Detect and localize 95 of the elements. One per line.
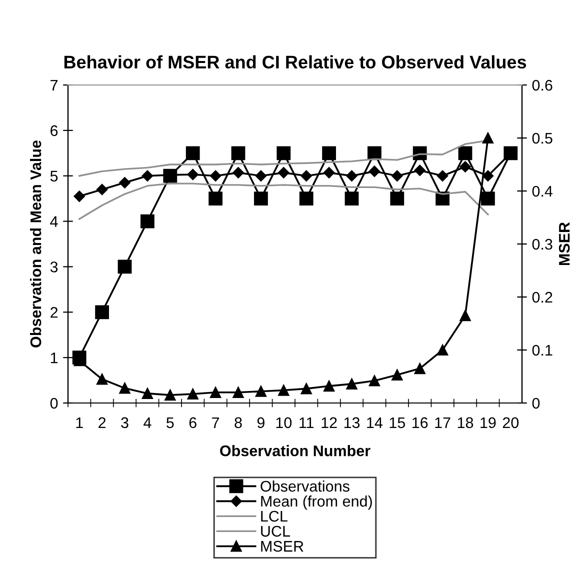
x-tick-label: 16 [412,417,428,428]
y2-tick-label: 0.4 [532,186,553,197]
point [254,192,268,206]
y-tick-label: 7 [50,80,58,91]
point [255,386,267,397]
point [208,192,222,206]
legend-label: Observations [260,480,350,492]
point [140,214,154,228]
x-tick-label: 7 [212,417,220,428]
point [232,167,244,178]
y-tick-label: 0 [50,398,58,409]
point [210,170,222,182]
point [187,388,198,400]
point [460,310,471,322]
x-tick-label: 8 [234,417,242,428]
x-tick-label: 6 [189,417,196,428]
x-tick-label: 10 [276,417,292,428]
x-tick-label: 1 [76,417,83,428]
point [460,161,471,172]
x-tick-label: 20 [502,417,519,428]
point [255,170,267,182]
point [74,190,85,202]
point [118,260,132,274]
point [414,164,426,176]
point [96,374,108,385]
y2-tick-label: 0.5 [532,132,552,144]
x-tick-label: 18 [458,417,474,428]
y2-tick-label: 0.1 [532,344,552,356]
point [390,192,404,206]
point [96,184,108,196]
point [346,378,358,390]
point [323,167,335,178]
point [119,177,130,188]
point [323,380,335,392]
point [186,146,200,160]
point [481,192,495,206]
point [346,170,358,182]
x-tick-label: 19 [480,417,496,428]
point [368,146,382,160]
point [276,146,291,160]
y-tick-label: 4 [50,216,58,227]
point [414,362,426,374]
point [392,170,403,182]
point [119,382,130,394]
x-axis-title: Observation Number [220,445,370,456]
y2-tick-label: 0.2 [532,292,552,303]
x-tick-label: 15 [390,417,406,428]
point [300,383,312,394]
x-tick-label: 11 [300,417,314,428]
point [187,168,198,180]
point [142,170,154,182]
chart-title: Behavior of MSER and CI Relative to Observed Values [64,55,526,69]
x-tick-label: 5 [166,417,174,428]
y-tick-label: 3 [50,262,58,272]
x-tick-label: 17 [435,417,450,428]
point [300,170,312,182]
point [299,192,314,206]
point [436,170,448,182]
point [368,166,380,177]
x-tick-label: 3 [121,417,128,428]
legend-label: LCL [261,510,288,522]
x-tick-label: 13 [344,417,360,428]
point [142,388,154,400]
point [278,167,290,178]
point [392,369,403,380]
point [231,146,246,160]
point [95,305,109,320]
point [278,384,290,396]
y-tick-label: 1 [50,352,58,364]
x-tick-label: 14 [367,417,382,428]
point [344,192,359,206]
point [322,146,336,160]
y-axis-title: Observation and Mean Value [30,140,42,348]
legend-label: Mean (from end) [261,495,372,510]
legend-label: UCL [261,526,290,537]
y-tick-label: 5 [50,170,58,182]
y-tick-label: 6 [50,125,58,136]
point [482,170,494,182]
point [164,389,176,401]
x-tick-label: 4 [144,417,152,428]
y2-tick-label: 0 [532,398,540,409]
y2-tick-label: 0.6 [532,80,552,91]
y2-axis-title: MSER [558,222,570,266]
x-tick-label: 2 [98,417,106,428]
x-tick-label: 9 [257,417,264,428]
point [368,375,380,386]
legend-label: MSER [261,540,304,552]
y2-tick-label: 0.3 [532,238,552,250]
x-tick-label: 12 [322,417,337,428]
y-tick-label: 2 [50,307,58,318]
point [210,386,222,398]
point [436,344,448,356]
point [458,146,472,160]
point [232,386,244,398]
point [482,132,494,144]
